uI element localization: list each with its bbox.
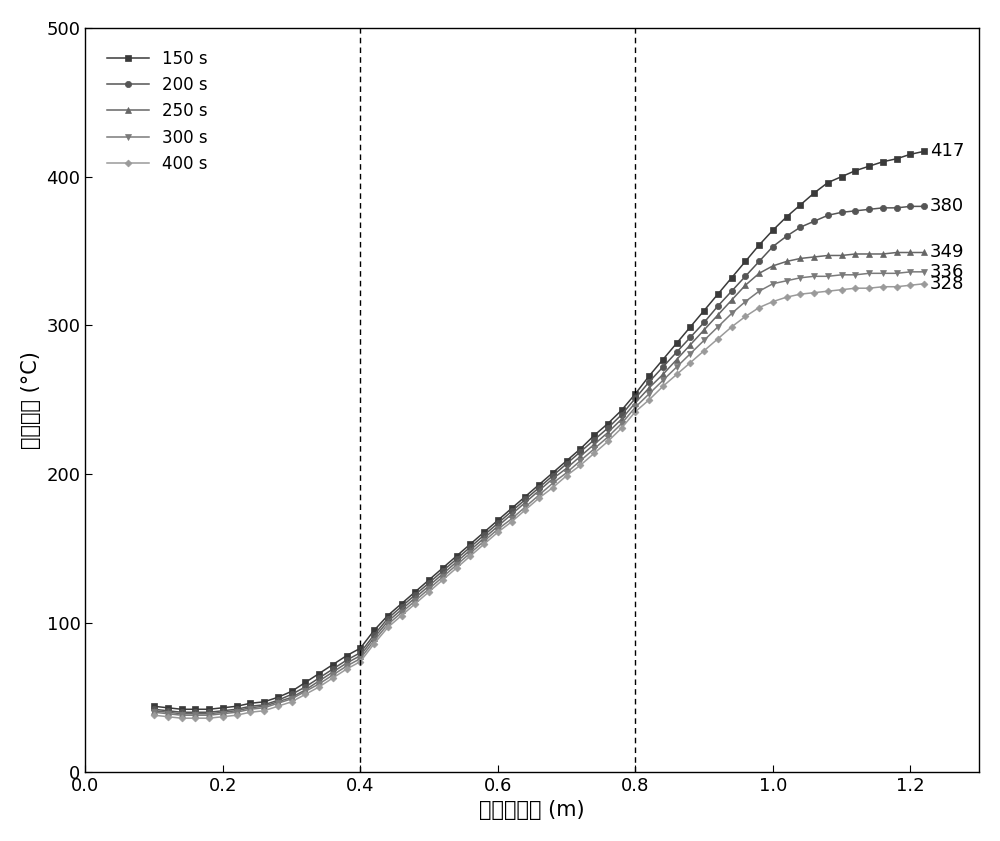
Line: 200 s: 200 s <box>151 204 927 716</box>
300 s <box>684 349 696 359</box>
300 s <box>189 710 201 720</box>
250 s <box>148 706 160 716</box>
200 s <box>176 707 188 717</box>
150 s <box>148 701 160 711</box>
200 s <box>684 332 696 342</box>
Text: 417: 417 <box>930 142 964 161</box>
200 s <box>148 704 160 714</box>
Text: 336: 336 <box>930 263 964 281</box>
200 s <box>904 201 916 211</box>
250 s <box>189 709 201 719</box>
150 s <box>698 305 710 315</box>
400 s <box>492 527 504 537</box>
400 s <box>203 713 215 723</box>
250 s <box>918 247 930 257</box>
300 s <box>918 267 930 277</box>
400 s <box>918 278 930 288</box>
250 s <box>176 709 188 719</box>
Line: 250 s: 250 s <box>151 250 927 717</box>
150 s <box>203 704 215 714</box>
300 s <box>176 710 188 720</box>
150 s <box>492 516 504 526</box>
400 s <box>189 713 201 723</box>
200 s <box>918 201 930 211</box>
200 s <box>492 518 504 528</box>
300 s <box>148 707 160 717</box>
200 s <box>189 707 201 717</box>
300 s <box>904 267 916 277</box>
300 s <box>368 636 380 646</box>
250 s <box>684 340 696 350</box>
Line: 150 s: 150 s <box>151 148 927 712</box>
250 s <box>368 632 380 643</box>
Line: 300 s: 300 s <box>151 269 927 718</box>
400 s <box>684 357 696 368</box>
400 s <box>148 710 160 720</box>
X-axis label: 距入口距离 (m): 距入口距离 (m) <box>479 800 585 820</box>
200 s <box>698 317 710 327</box>
400 s <box>368 639 380 649</box>
400 s <box>176 713 188 723</box>
Text: 328: 328 <box>930 275 964 293</box>
200 s <box>203 707 215 717</box>
150 s <box>368 626 380 636</box>
Y-axis label: 颟粒温度 (°C): 颟粒温度 (°C) <box>21 351 41 449</box>
300 s <box>492 524 504 534</box>
300 s <box>698 336 710 346</box>
200 s <box>368 630 380 640</box>
250 s <box>698 325 710 335</box>
150 s <box>918 146 930 156</box>
250 s <box>203 709 215 719</box>
Text: 349: 349 <box>930 244 964 262</box>
250 s <box>891 247 903 257</box>
Legend: 150 s, 200 s, 250 s, 300 s, 400 s: 150 s, 200 s, 250 s, 300 s, 400 s <box>94 36 221 186</box>
150 s <box>189 704 201 714</box>
Line: 400 s: 400 s <box>152 281 927 721</box>
Text: 380: 380 <box>930 198 964 215</box>
400 s <box>698 346 710 356</box>
150 s <box>684 322 696 332</box>
300 s <box>203 710 215 720</box>
250 s <box>492 521 504 532</box>
150 s <box>176 704 188 714</box>
